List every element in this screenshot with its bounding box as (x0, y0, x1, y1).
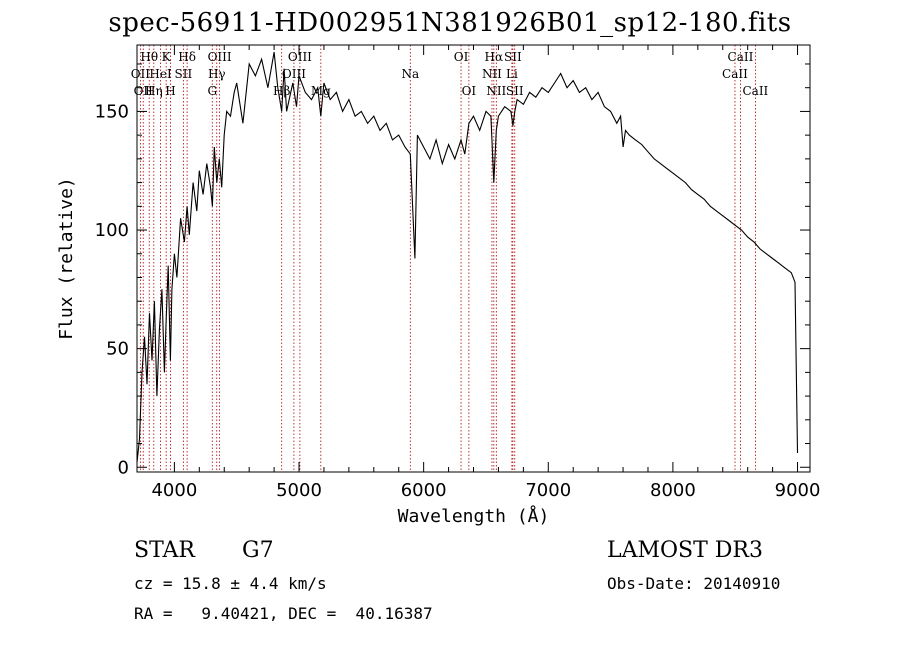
marker-label-17: OI (454, 50, 469, 64)
marker-label-2: Hθ (140, 50, 158, 64)
marker-label-19: NII (482, 67, 502, 81)
marker-label-18: OI (462, 84, 477, 98)
marker-label-27: CaII (742, 84, 768, 98)
y-tick-label-50: 50 (106, 339, 129, 360)
y-axis-label: Flux (relative) (56, 177, 77, 340)
x-tick-label-6000: 6000 (401, 480, 447, 501)
marker-label-13: OIII (282, 67, 306, 81)
marker-label-9: G (207, 84, 217, 98)
x-tick-label-4000: 4000 (151, 480, 197, 501)
marker-label-23: SII (504, 50, 522, 64)
marker-label-8: Hδ (178, 50, 196, 64)
x-tick-label-5000: 5000 (276, 480, 322, 501)
y-tick-label-100: 100 (95, 220, 129, 241)
marker-label-0: OII (131, 67, 151, 81)
redshift-cz: cz = 15.8 ± 4.4 km/s (134, 574, 327, 593)
x-tick-label-9000: 9000 (775, 480, 821, 501)
marker-label-11: OIII (208, 50, 232, 64)
marker-label-25: CaII (722, 67, 748, 81)
marker-label-14: OIII (288, 50, 312, 64)
marker-label-7: SII (175, 67, 193, 81)
x-tick-label-8000: 8000 (650, 480, 696, 501)
spectrum-line (136, 52, 799, 463)
x-axis-ticks: 4000 5000 6000 7000 8000 9000 (151, 45, 820, 501)
marker-label-4: HeI (149, 67, 172, 81)
marker-label-21: NII (486, 84, 506, 98)
marker-label-26: CaII (728, 50, 754, 64)
obs-date: Obs-Date: 20140910 (607, 574, 781, 593)
marker-label-12: Hβ (273, 84, 290, 98)
y-tick-label-150: 150 (95, 101, 129, 122)
emission-line-labels: OIIOIIHθHηHeIKHSIIHδGHγOIIIHβOIIIOIIIMgN… (131, 50, 769, 98)
survey-name: LAMOST DR3 (607, 538, 763, 563)
marker-label-16: Na (401, 67, 419, 81)
emission-line-markers (139, 45, 756, 472)
chart-title: spec-56911-HD002951N381926B01_sp12-180.f… (108, 8, 792, 38)
x-axis-label: Wavelength (Å) (398, 505, 550, 527)
plot-frame (136, 44, 811, 473)
marker-label-20: Hα (485, 50, 504, 64)
marker-label-10: Hγ (208, 67, 226, 81)
marker-label-5: K (162, 50, 172, 64)
y-tick-label-0: 0 (118, 457, 129, 478)
marker-label-24: SII (506, 84, 524, 98)
object-subclass: G7 (242, 538, 274, 563)
marker-label-6: H (165, 84, 175, 98)
x-tick-label-7000: 7000 (525, 480, 571, 501)
marker-label-22: Li (506, 67, 518, 81)
y-axis-ticks: 0 50 100 150 (95, 63, 810, 478)
object-class: STAR (134, 538, 195, 563)
marker-label-3: Hη (145, 84, 163, 98)
ra-dec: RA = 9.40421, DEC = 40.16387 (134, 604, 433, 623)
